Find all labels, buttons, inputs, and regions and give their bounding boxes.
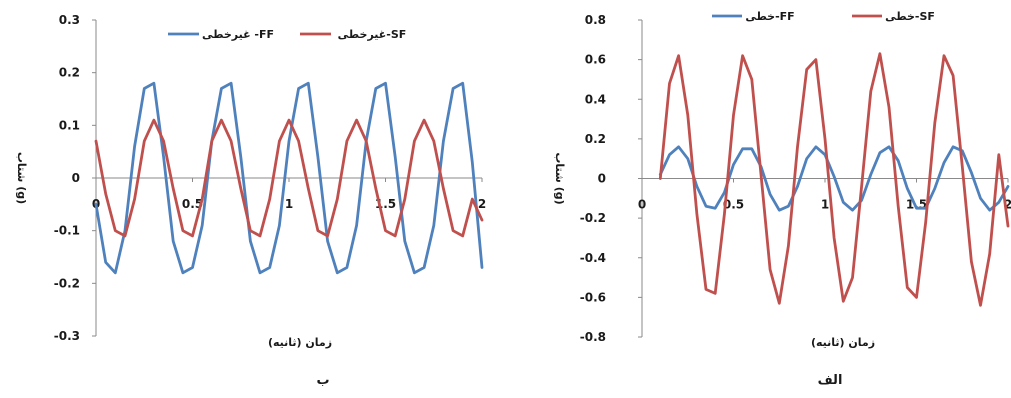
chart0-x-tick-label-1: 0.5: [182, 197, 203, 211]
chart1-x-axis-title: زمان (ثانیه): [811, 336, 875, 349]
chart0-y-tick-label-2: 0.1: [59, 118, 80, 132]
chart1-y-tick-label-3: 0.2: [585, 132, 606, 146]
chart0-x-tick-label-2: 1: [285, 197, 293, 211]
chart1-y-tick-label-7: -0.6: [580, 290, 606, 304]
chart0-y-tick-label-1: 0.2: [59, 66, 80, 80]
chart0-panel-caption: ب: [316, 373, 329, 388]
chart1-y-tick-label-6: -0.4: [580, 251, 606, 265]
chart1-x-tick-label-0: 0: [638, 198, 646, 212]
chart0-y-tick-label-4: -0.1: [54, 224, 80, 238]
chart0-x-tick-label-4: 2: [478, 197, 486, 211]
chart0-legend-label-0: غیرخطی -FF: [202, 28, 274, 41]
chart1-legend-label-1: خطی-SF: [885, 10, 935, 23]
chart0-y-tick-label-3: 0: [72, 171, 80, 185]
chart0-y-axis-title: شتاب (g): [15, 152, 28, 204]
chart1-y-tick-label-0: 0.8: [585, 13, 606, 27]
chart0-series-1-line: [94, 118, 484, 238]
chart1-x-tick-label-2: 1: [821, 198, 829, 212]
chart1-y-axis-title: شتاب (g): [553, 152, 566, 204]
chart1-series-1-line: [658, 52, 1010, 307]
chart1-series-0-line: [658, 145, 1010, 212]
chart1-y-tick-label-8: -0.8: [580, 330, 606, 344]
chart1-y-tick-label-4: 0: [598, 172, 606, 186]
chart1-y-tick-label-1: 0.6: [585, 53, 606, 67]
chart0-legend-label-1: غیرخطی-SF: [338, 28, 407, 41]
chart0-x-axis-title: زمان (ثانیه): [268, 336, 332, 349]
chart1-x-tick-label-4: 2: [1004, 198, 1011, 212]
chart1-y-tick-label-5: -0.2: [580, 211, 606, 225]
chart1-panel-caption: الف: [818, 373, 843, 388]
chart0-y-tick-label-6: -0.3: [54, 329, 80, 343]
chart1-x-tick-label-1: 0.5: [723, 198, 744, 212]
chart1-y-tick-label-2: 0.4: [585, 92, 606, 106]
chart0-y-tick-label-0: 0.3: [59, 13, 80, 27]
chart1-legend-label-0: خطی-FF: [745, 10, 794, 23]
chart0-y-tick-label-5: -0.2: [54, 276, 80, 290]
